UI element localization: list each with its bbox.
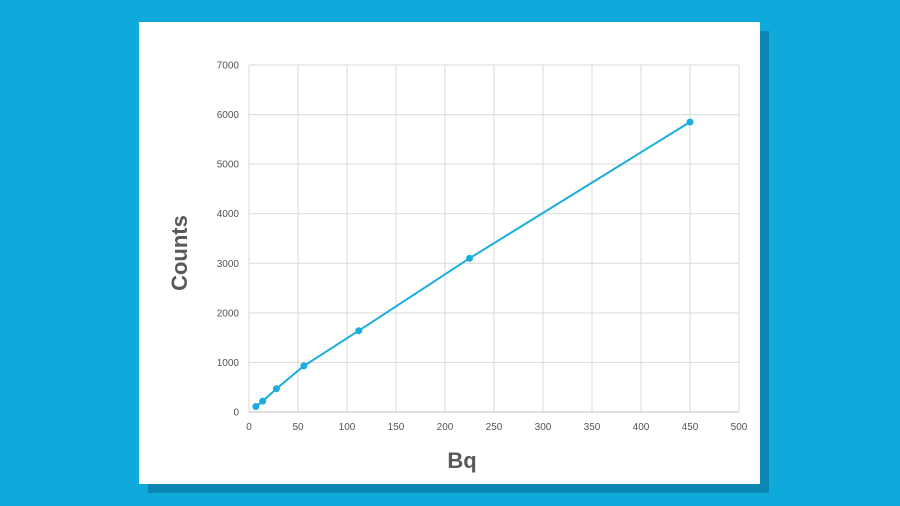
- x-tick-label: 50: [292, 422, 304, 433]
- y-tick-label: 5000: [217, 160, 240, 171]
- data-point: [300, 362, 308, 370]
- x-tick-label: 200: [437, 422, 454, 433]
- data-point: [272, 385, 280, 393]
- x-tick-label: 250: [486, 422, 503, 433]
- data-point: [355, 327, 363, 335]
- y-tick-label: 1000: [217, 358, 240, 369]
- y-tick-label: 3000: [217, 259, 240, 270]
- data-point: [259, 397, 267, 405]
- chart-card: 0 50 100 150 200 250 300 350 400 450 500 0 1000 2000 3…: [139, 22, 760, 484]
- x-tick-label: 350: [584, 422, 601, 433]
- x-tick-label: 100: [339, 422, 356, 433]
- x-tick-label: 0: [246, 422, 252, 433]
- y-tick-label: 6000: [217, 110, 240, 121]
- y-tick-label: 4000: [217, 209, 240, 220]
- x-tick-label: 450: [682, 422, 699, 433]
- tick-labels: 0 50 100 150 200 250 300 350 400 450 5000100020003…: [217, 61, 748, 434]
- x-axis-title: Bq: [447, 448, 476, 473]
- data-point: [686, 118, 694, 126]
- grid: [248, 64, 740, 413]
- y-tick-label: 0: [233, 408, 239, 419]
- x-tick-label: 150: [388, 422, 405, 433]
- y-tick-label: 7000: [217, 61, 240, 72]
- x-tick-label: 500: [731, 422, 748, 433]
- y-tick-label: 2000: [217, 308, 240, 319]
- x-tick-label: 400: [633, 422, 650, 433]
- x-tick-label: 300: [535, 422, 552, 433]
- data-point: [252, 403, 260, 411]
- series-line: [255, 121, 691, 408]
- y-axis-title: Counts: [167, 215, 192, 291]
- series: [252, 118, 694, 411]
- data-point: [466, 254, 473, 262]
- line-chart: 0 50 100 150 200 250 300 350 400 450 5000100020003…: [167, 61, 748, 474]
